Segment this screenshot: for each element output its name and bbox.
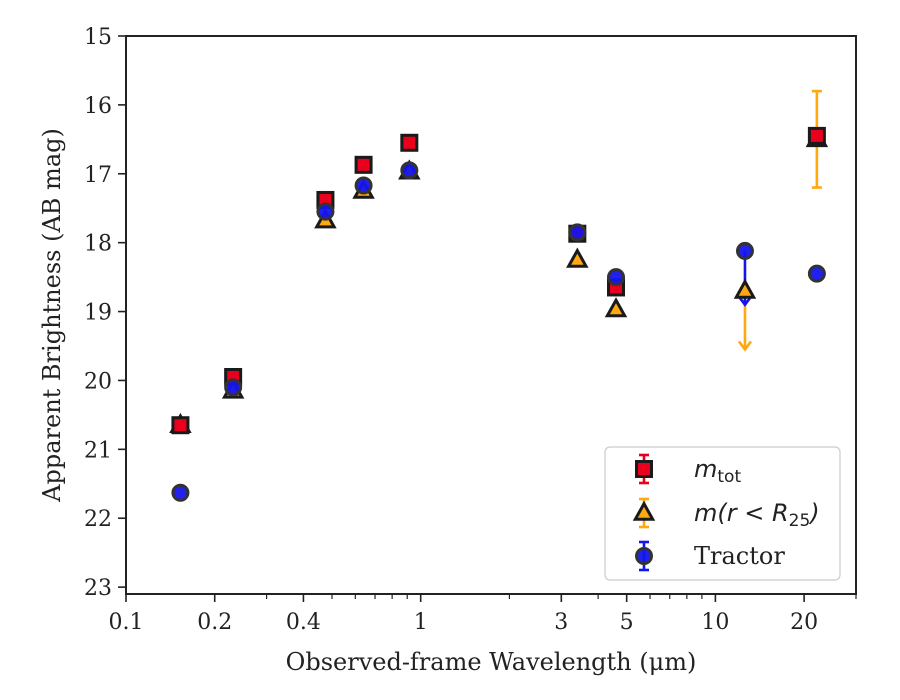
y-tick-label-3: 18 bbox=[84, 232, 112, 257]
series-2-point-5 bbox=[568, 223, 587, 242]
x-tick-label-2: 0.4 bbox=[286, 610, 321, 635]
data-marks bbox=[169, 89, 829, 502]
plot-frame bbox=[125, 35, 857, 595]
x-axis-label: Observed-frame Wavelength (μm) bbox=[286, 648, 697, 676]
series-2-point-7 bbox=[735, 241, 754, 260]
series-1-point-5 bbox=[566, 247, 589, 268]
series-0-point-3 bbox=[354, 155, 373, 174]
legend-marker-1 bbox=[632, 500, 656, 521]
y-tick-label-2: 17 bbox=[84, 163, 112, 188]
series-1-point-7 bbox=[733, 278, 757, 299]
x-tick-label-0: 0.1 bbox=[109, 610, 144, 635]
y-tick-label-7: 22 bbox=[84, 507, 112, 532]
y-axis-label: Apparent Brightness (AB mag) bbox=[38, 128, 66, 503]
x-tick-label-7: 20 bbox=[790, 610, 818, 635]
series-2-point-0 bbox=[171, 483, 190, 502]
series-2-point-8 bbox=[807, 264, 826, 283]
y-tick-label-4: 19 bbox=[84, 301, 112, 326]
series-1-point-6 bbox=[604, 297, 628, 318]
y-tick-label-6: 21 bbox=[84, 438, 112, 463]
series-2-point-3 bbox=[354, 176, 373, 195]
series-2-point-1 bbox=[224, 378, 243, 397]
x-tick-label-4: 3 bbox=[554, 610, 568, 635]
legend-label-1: m(r < R25) bbox=[694, 499, 820, 531]
legend-marker-2 bbox=[635, 547, 653, 565]
series-0-point-4 bbox=[400, 133, 419, 152]
y-tick-label-0: 15 bbox=[84, 25, 112, 50]
x-tick-label-1: 0.2 bbox=[197, 610, 232, 635]
legend-box bbox=[604, 446, 841, 581]
legend: mtot m(r < R25) Tractor bbox=[604, 446, 841, 581]
y-tick-label-1: 16 bbox=[84, 94, 112, 119]
x-tick-label-5: 5 bbox=[620, 610, 634, 635]
series-0-point-7 bbox=[807, 126, 826, 145]
y-tick-label-5: 20 bbox=[84, 369, 112, 394]
series-2-point-2 bbox=[316, 202, 335, 221]
legend-label-0: mtot bbox=[694, 455, 741, 487]
x-tick-label-3: 1 bbox=[414, 610, 428, 635]
legend-marker-0 bbox=[635, 460, 653, 478]
series-2-upper-limit-7-arrow bbox=[737, 295, 753, 307]
series-1-upper-limit-7-arrow bbox=[737, 340, 753, 352]
series-2-point-6 bbox=[607, 268, 626, 287]
axis-ticks: 0.1 0.2 0.4 1 3 5 10 20 15 16 17 18 19 20 21 22 23 bbox=[84, 25, 857, 635]
legend-label-2: Tractor bbox=[694, 542, 785, 570]
y-tick-label-8: 23 bbox=[84, 576, 112, 601]
x-tick-label-6: 10 bbox=[701, 610, 729, 635]
series-2-markers bbox=[171, 161, 826, 502]
series-0-point-0 bbox=[171, 416, 190, 435]
series-2-point-4 bbox=[400, 161, 419, 180]
